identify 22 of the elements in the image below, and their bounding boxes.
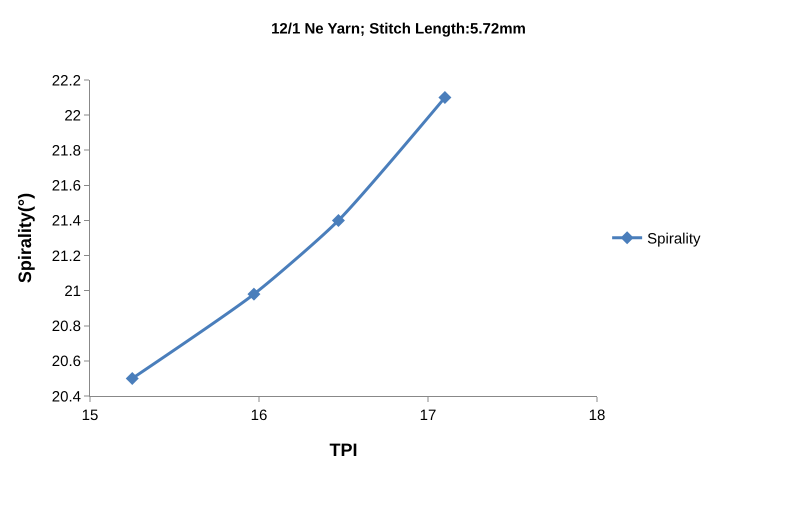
point: [247, 288, 260, 301]
y-tick-label: 20.6: [52, 353, 81, 370]
y-tick-label: 20.4: [52, 388, 81, 406]
y-tick-label: 21.8: [52, 142, 81, 160]
point: [126, 372, 139, 385]
point: [332, 214, 345, 227]
y-tick-label: 21.2: [52, 248, 81, 265]
x-tick-label: 16: [250, 407, 268, 424]
point: [438, 91, 452, 104]
y-tick-label: 21: [64, 282, 81, 300]
y-tick-label: 22: [64, 107, 81, 124]
legend-label: Spirality: [647, 230, 701, 248]
x-tick-label: 18: [588, 407, 606, 424]
y-axis-title: Spirality(°): [14, 192, 35, 284]
x-tick-label: 17: [420, 407, 436, 424]
y-tick-label: 22.2: [52, 72, 81, 90]
y-tick-label: 21.6: [52, 178, 81, 195]
y-tick-label: 20.8: [52, 318, 81, 336]
x-tick-label: 15: [82, 407, 98, 424]
chart-title: 12/1 Ne Yarn; Stitch Length:5.72mm: [271, 20, 526, 38]
y-tick-label: 21.4: [52, 212, 81, 230]
x-axis-title: TPI: [329, 440, 358, 460]
